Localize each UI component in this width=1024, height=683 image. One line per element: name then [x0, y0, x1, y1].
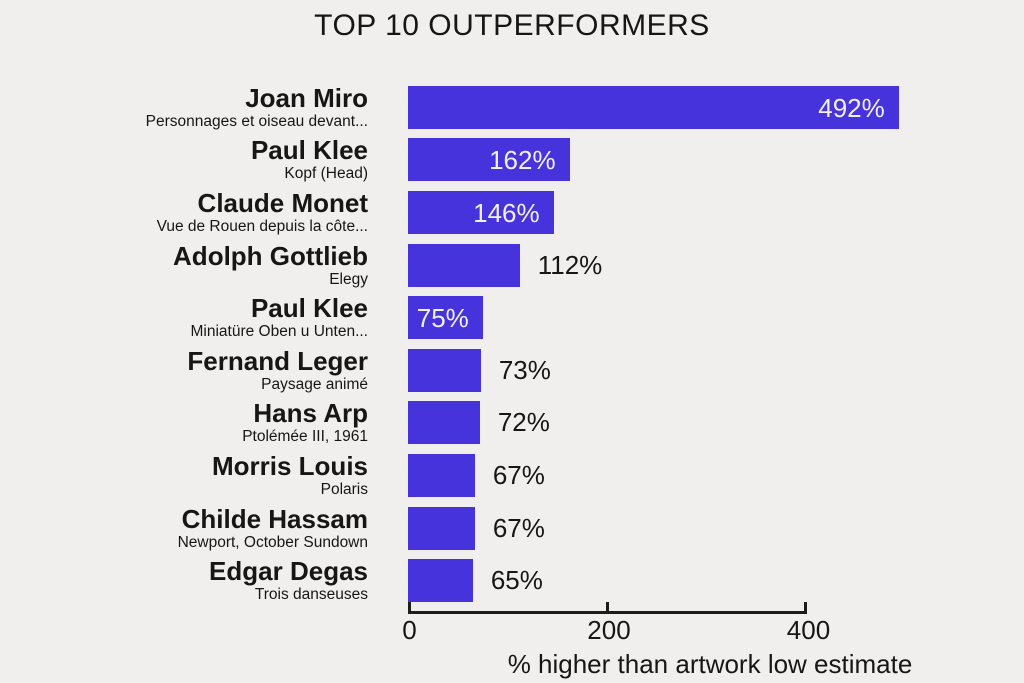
x-axis-label: % higher than artwork low estimate	[507, 649, 913, 679]
bar-area: 73%	[408, 348, 1024, 392]
artwork-title: Ptolémée III, 1961	[242, 428, 368, 446]
artist-name: Paul Klee	[250, 293, 368, 324]
value-label: 67%	[492, 459, 545, 490]
value-label: 162%	[489, 145, 556, 176]
category-label: Claude Monet Vue de Rouen depuis la côte.…	[0, 189, 368, 236]
value-label: 112%	[537, 249, 603, 280]
bar-area: 65%	[408, 559, 1024, 603]
value-label: 146%	[473, 197, 540, 228]
bar-row: Adolph Gottlieb Elegy 112%	[0, 239, 1024, 292]
bar-row: Childe Hassam Newport, October Sundown 67%	[0, 502, 1024, 555]
x-axis-tick	[408, 602, 411, 611]
bar-area: 146%	[408, 190, 1024, 234]
category-label: Morris Louis Polaris	[0, 452, 368, 499]
value-label: 65%	[490, 565, 543, 596]
artist-name: Paul Klee	[250, 135, 368, 166]
bar	[408, 453, 475, 497]
bar: 162%	[408, 138, 570, 182]
category-label: Joan Miro Personnages et oiseau devant...	[0, 84, 368, 131]
artwork-title: Personnages et oiseau devant...	[145, 112, 368, 130]
bar-row: Edgar Degas Trois danseuses 65%	[0, 554, 1024, 607]
bar: 146%	[408, 190, 554, 234]
value-label: 73%	[498, 354, 551, 385]
bar-area: 162%	[408, 138, 1024, 182]
bar-row: Joan Miro Personnages et oiseau devant...…	[0, 81, 1024, 134]
bar-area: 67%	[408, 453, 1024, 497]
artwork-title: Kopf (Head)	[284, 165, 368, 183]
category-label: Edgar Degas Trois danseuses	[0, 557, 368, 604]
x-axis-line	[408, 602, 807, 614]
bar	[408, 559, 473, 603]
bar-rows: Joan Miro Personnages et oiseau devant...…	[0, 81, 1024, 607]
bar-area: 72%	[408, 401, 1024, 445]
artist-name: Adolph Gottlieb	[173, 240, 368, 271]
artist-name: Claude Monet	[197, 187, 368, 218]
category-label: Adolph Gottlieb Elegy	[0, 242, 368, 289]
artwork-title: Polaris	[320, 480, 368, 498]
bar-area: 67%	[408, 506, 1024, 550]
bar: 75%	[408, 296, 483, 340]
artwork-title: Elegy	[329, 270, 368, 288]
bar	[408, 401, 480, 445]
chart-title: TOP 10 OUTPERFORMERS	[314, 9, 710, 42]
category-label: Paul Klee Miniatüre Oben u Unten...	[0, 293, 369, 341]
category-label: Paul Klee Kopf (Head)	[0, 136, 368, 183]
bar-area: 492%	[408, 85, 1024, 129]
artwork-title: Vue de Rouen depuis la côte...	[156, 217, 368, 235]
bar	[408, 243, 520, 287]
bar-row: Morris Louis Polaris 67%	[0, 449, 1024, 502]
bar-area: 112%	[408, 243, 1024, 287]
value-label: 75%	[416, 303, 469, 334]
bar-row: Paul Klee Miniatüre Oben u Unten... 75%	[0, 291, 1024, 344]
artwork-title: Miniatüre Oben u Unten...	[190, 323, 369, 341]
bar-row: Fernand Leger Paysage animé 73%	[0, 344, 1024, 397]
artwork-title: Paysage animé	[261, 375, 368, 393]
artist-name: Hans Arp	[253, 398, 368, 429]
artist-name: Childe Hassam	[181, 503, 368, 534]
category-label: Hans Arp Ptolémée III, 1961	[0, 399, 368, 446]
x-axis-tick-label: 400	[786, 615, 831, 645]
x-axis-tick-label: 0	[402, 615, 417, 645]
x-axis-tick-label: 200	[587, 615, 631, 645]
value-label: 492%	[818, 92, 885, 123]
artist-name: Joan Miro	[245, 82, 368, 113]
value-label: 67%	[492, 512, 545, 543]
bar: 492%	[408, 85, 899, 129]
artist-name: Morris Louis	[211, 450, 368, 481]
bar-row: Paul Klee Kopf (Head) 162%	[0, 134, 1024, 187]
bar	[408, 348, 481, 392]
artwork-title: Newport, October Sundown	[177, 533, 368, 551]
category-label: Fernand Leger Paysage animé	[0, 347, 368, 394]
x-axis-tick	[606, 602, 609, 611]
bar	[408, 506, 475, 550]
value-label: 72%	[497, 407, 550, 438]
bar-row: Claude Monet Vue de Rouen depuis la côte.…	[0, 186, 1024, 239]
artwork-title: Trois danseuses	[254, 586, 368, 604]
x-axis-tick	[804, 602, 807, 611]
artist-name: Fernand Leger	[187, 345, 368, 376]
bar-row: Hans Arp Ptolémée III, 1961 72%	[0, 397, 1024, 450]
bar-area: 75%	[408, 296, 1024, 340]
category-label: Childe Hassam Newport, October Sundown	[0, 505, 368, 552]
artist-name: Edgar Degas	[209, 556, 368, 587]
